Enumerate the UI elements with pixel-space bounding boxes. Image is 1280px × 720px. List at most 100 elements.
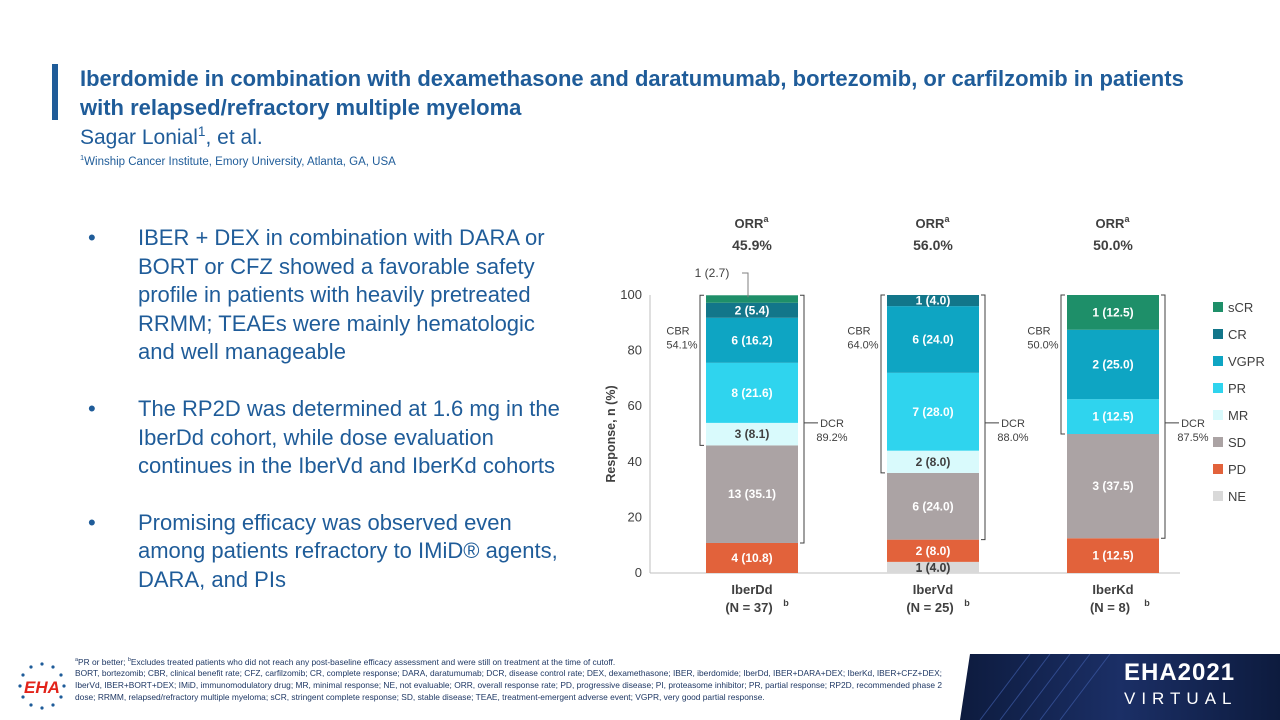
bar-segment-pd [706, 542, 798, 573]
x-category-n: (N = 8) [1090, 600, 1130, 615]
data-label: 13 (35.1) [728, 487, 776, 501]
orr-value: 50.0% [1093, 237, 1133, 253]
bar-segment-mr [706, 422, 798, 446]
bullet-text: The RP2D was determined at 1.6 mg in the… [138, 395, 560, 479]
bar-segment-pr [1067, 399, 1159, 434]
legend-swatch-vgpr [1213, 356, 1223, 366]
bullet-item-rp2d: • The RP2D was determined at 1.6 mg in th… [84, 395, 574, 481]
dcr-label: DCR [820, 418, 844, 430]
cbr-bracket [699, 294, 704, 446]
author-line: Sagar Lonial1, et al. [80, 124, 263, 150]
data-label: 6 (16.2) [731, 333, 772, 347]
cbr-bracket [1060, 294, 1065, 435]
legend-swatch-sd [1213, 437, 1223, 447]
legend-label-ne: NE [1228, 489, 1246, 504]
y-tick-label: 60 [628, 398, 642, 413]
bar-segment-sd [887, 472, 979, 540]
data-label: 1 (4.0) [916, 294, 951, 308]
orr-value: 45.9% [732, 237, 772, 253]
legend-swatch-pr [1213, 383, 1223, 393]
slide-title: Iberdomide in combination with dexametha… [80, 66, 1184, 120]
bullet-marker: • [88, 509, 96, 535]
legend-label-mr: MR [1228, 408, 1248, 423]
legend-label-vgpr: VGPR [1228, 354, 1265, 369]
bar-segment-cr [887, 295, 979, 307]
legend-swatch-ne [1213, 491, 1223, 501]
y-tick-label: 80 [628, 343, 642, 358]
affiliation-text: Winship Cancer Institute, Emory Universi… [84, 155, 396, 168]
eha-logo: EHA [18, 662, 66, 710]
dcr-bracket [1161, 294, 1166, 539]
legend-label-scr: sCR [1228, 300, 1253, 315]
cbr-value: 64.0% [847, 340, 878, 352]
bullet-item-safety: • IBER + DEX in combination with DARA or … [84, 224, 574, 367]
data-label: 1 (4.0) [916, 560, 951, 574]
data-label: 8 (21.6) [731, 386, 772, 400]
bullet-text: IBER + DEX in combination with DARA or B… [138, 225, 545, 365]
data-label: 1 (12.5) [1092, 410, 1133, 424]
footnote-abbreviations: BORT, bortezomib; CBR, clinical benefit … [75, 668, 943, 702]
bar-segment-pr [706, 362, 798, 423]
data-label: 2 (8.0) [916, 544, 951, 558]
legend-label-pd: PD [1228, 462, 1246, 477]
bar-segment-ne [887, 561, 979, 573]
bar-segment-pr [887, 372, 979, 451]
bar-segment-sd [1067, 434, 1159, 539]
data-label: 1 (12.5) [1092, 549, 1133, 563]
cbr-label: CBR [666, 326, 689, 338]
dcr-label: DCR [1001, 418, 1025, 430]
bullet-list: • IBER + DEX in combination with DARA or … [84, 224, 574, 623]
data-label: 1 (12.5) [1092, 305, 1133, 319]
x-category-label: IberDd [731, 582, 772, 597]
cbr-value: 50.0% [1027, 340, 1058, 352]
data-label: 3 (37.5) [1092, 479, 1133, 493]
footnote-line-1: aPR or better; bExcludes treated patient… [75, 655, 955, 668]
data-label-ne: 1 (4.0) [916, 561, 951, 575]
footnote-sup-b: b [127, 657, 131, 663]
dcr-bracket [800, 294, 805, 544]
y-tick-label: 0 [635, 565, 642, 580]
cbr-value: 54.1% [666, 340, 697, 352]
bar-segment-scr [1067, 295, 1159, 330]
x-category-n: (N = 37) [725, 600, 772, 615]
banner-title: EHA2021 [1124, 659, 1236, 686]
callout-leader-scr [742, 272, 749, 298]
x-category-n: (N = 25) [906, 600, 953, 615]
eha-logo-text: EHA [24, 678, 60, 697]
orr-sup: a [1124, 214, 1130, 224]
x-category-n-sup: b [783, 598, 789, 608]
data-label: 7 (28.0) [912, 405, 953, 419]
cbr-bracket [880, 294, 885, 474]
bar-segment-mr [887, 450, 979, 473]
legend-label-cr: CR [1228, 327, 1247, 342]
orr-sup: a [763, 214, 769, 224]
bullet-marker: • [88, 225, 96, 250]
data-label: 2 (8.0) [916, 455, 951, 469]
bar-segment-cr [706, 302, 798, 318]
bar-segment-vgpr [706, 317, 798, 363]
eha-logo-star-ring [18, 662, 66, 710]
y-tick-label: 40 [628, 454, 642, 469]
data-label: 6 (24.0) [912, 332, 953, 346]
bar-segment-pd [887, 539, 979, 562]
x-category-label: IberVd [913, 582, 954, 597]
author-name: Sagar Lonial [80, 126, 198, 149]
banner-subtitle: VIRTUAL [1124, 689, 1238, 708]
legend-swatch-scr [1213, 302, 1223, 312]
legend-swatch-cr [1213, 329, 1223, 339]
y-axis-label: Response, n (%) [604, 385, 618, 482]
data-label: 2 (25.0) [1092, 358, 1133, 372]
orr-label: ORR [916, 216, 946, 231]
x-category-n-sup: b [1144, 598, 1150, 608]
orr-sup: a [944, 214, 950, 224]
legend-swatch-pd [1213, 464, 1223, 474]
dcr-bracket [981, 294, 986, 541]
footnote-text-a: PR or better; [78, 656, 128, 667]
legend-swatch-mr [1213, 410, 1223, 420]
bar-segment-scr [706, 295, 798, 303]
orr-value: 56.0% [913, 237, 953, 253]
data-label: 6 (24.0) [912, 499, 953, 513]
data-label: 2 (5.4) [735, 303, 770, 317]
orr-label: ORR [1096, 216, 1126, 231]
affiliation: 1Winship Cancer Institute, Emory Univers… [80, 153, 396, 168]
